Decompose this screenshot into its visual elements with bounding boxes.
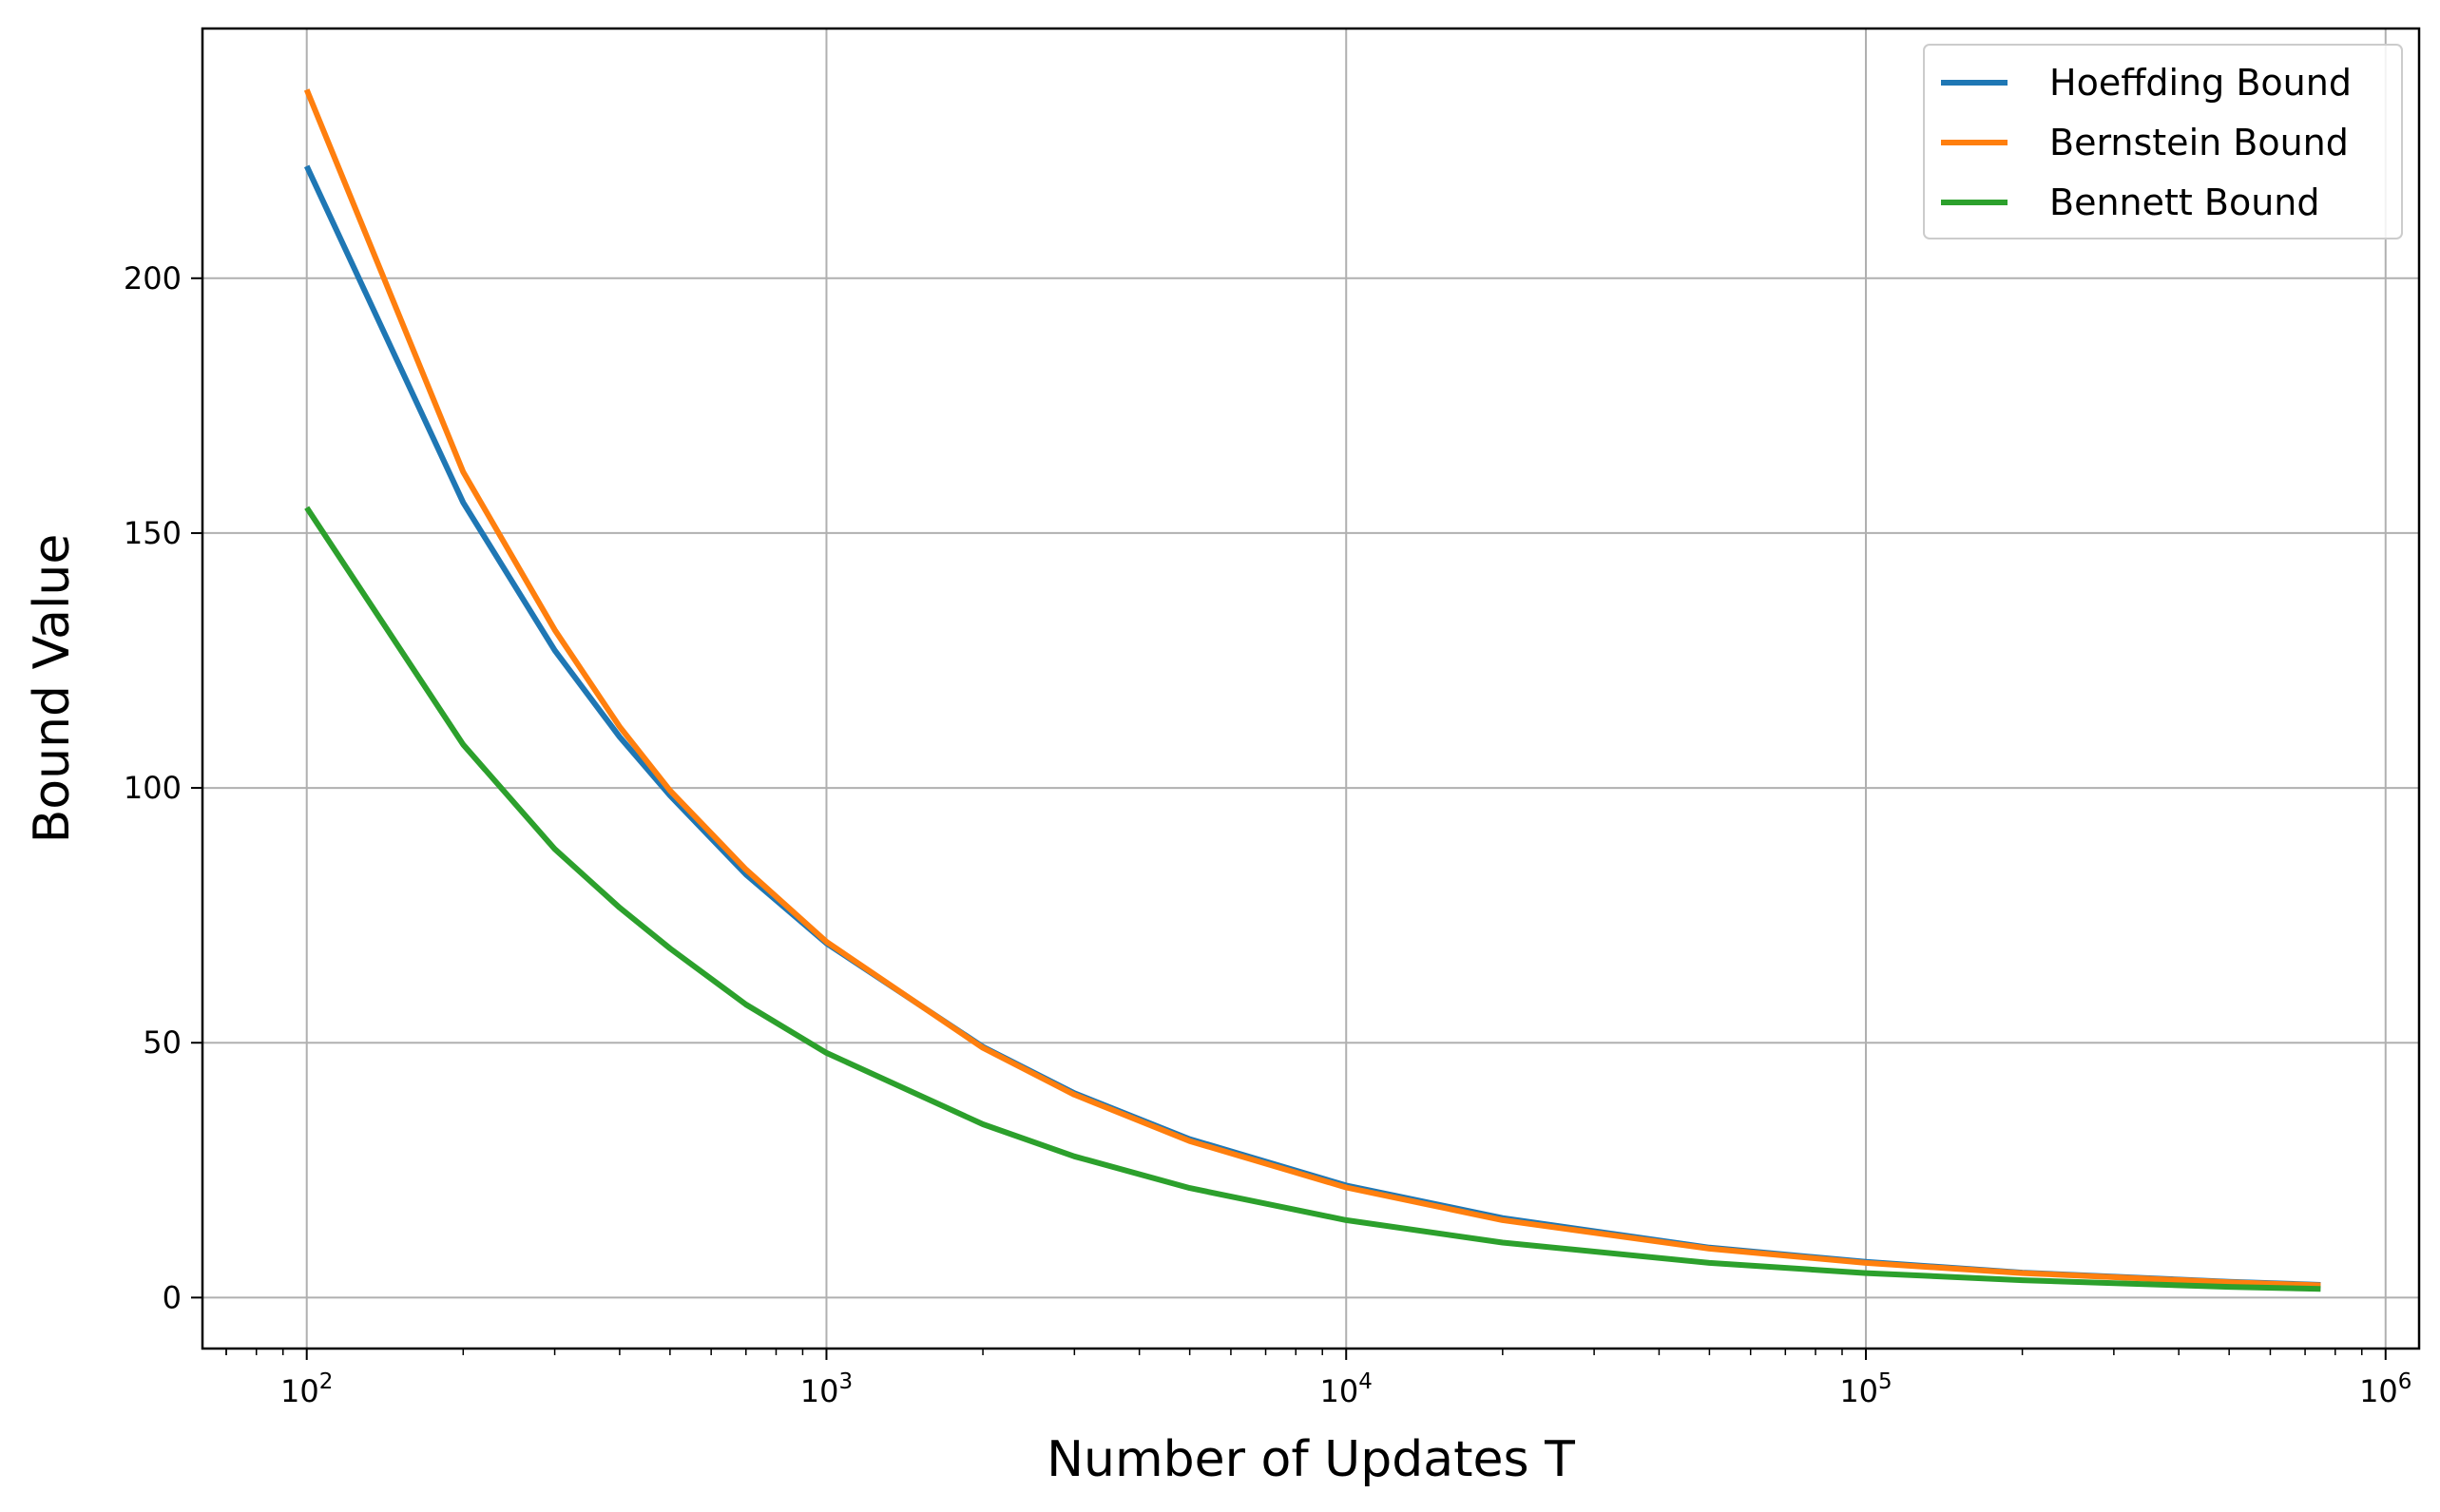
plot-frame	[201, 27, 2421, 1350]
series-line-1	[303, 88, 2321, 1289]
series-lines	[303, 88, 2321, 1292]
x-tick-label: 105	[1839, 1369, 1892, 1409]
legend-box	[1923, 44, 2403, 239]
x-tick-label: 102	[280, 1369, 333, 1409]
legend-label-2: Bennett Bound	[2049, 182, 2319, 223]
legend-label-0: Hoeffding Bound	[2049, 62, 2352, 104]
y-axis-label: Bound Value	[24, 534, 81, 844]
y-tick-label: 200	[124, 260, 182, 297]
x-tick-label: 103	[800, 1369, 853, 1409]
y-tick-label: 100	[124, 770, 182, 806]
x-axis-label: Number of Updates T	[1047, 1431, 1575, 1488]
y-tick-label: 150	[124, 515, 182, 551]
x-tick-label: 104	[1320, 1369, 1373, 1409]
legend-label-1: Bernstein Bound	[2049, 122, 2349, 163]
grid	[202, 29, 2419, 1349]
x-tick-label: 106	[2359, 1369, 2411, 1409]
ticks: 102 103 104 105 106 0 50 100 150 200	[124, 260, 2412, 1409]
y-tick-label: 50	[143, 1024, 182, 1061]
legend: Hoeffding Bound Bernstein Bound Bennett Bo…	[1923, 44, 2403, 239]
y-tick-label: 0	[163, 1279, 182, 1315]
series-line-2	[304, 506, 2321, 1292]
